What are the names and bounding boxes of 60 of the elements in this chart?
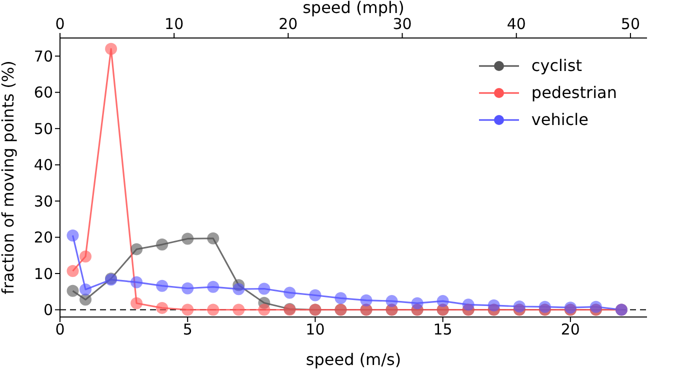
x-tick-label: 0: [55, 320, 65, 339]
x-axis-title: speed (m/s): [306, 350, 402, 369]
point: [538, 300, 551, 313]
point: [182, 304, 194, 316]
point: [207, 304, 220, 316]
x-tick-label: 15: [433, 320, 452, 339]
point: [590, 300, 602, 313]
point: [488, 299, 500, 312]
y-tick-label: 40: [34, 156, 53, 174]
point: [66, 284, 79, 297]
point: [258, 304, 270, 316]
point: [207, 232, 220, 244]
point: [130, 276, 143, 288]
point: [207, 280, 220, 293]
legend-label: cyclist: [531, 55, 582, 77]
point: [80, 294, 92, 306]
x-tick-label: 10: [306, 320, 325, 339]
point: [66, 264, 79, 277]
x2-tick-label: 40: [506, 15, 526, 33]
point: [182, 282, 194, 294]
point: [436, 295, 449, 308]
y-tick-label: 70: [34, 47, 53, 66]
point: [386, 295, 398, 308]
point: [284, 286, 296, 299]
point: [411, 297, 424, 310]
point: [360, 294, 372, 306]
point: [232, 283, 245, 296]
legend-label: pedestrian: [531, 82, 617, 104]
legend-label: vehicle: [531, 109, 588, 131]
x2-tick-label: 0: [55, 15, 65, 33]
point: [309, 289, 322, 302]
point: [66, 229, 79, 242]
x-tick-label: 5: [182, 320, 192, 339]
x2-axis-title: speed (mph): [302, 0, 404, 17]
point: [80, 250, 92, 262]
point: [156, 302, 168, 314]
x2-tick-label: 10: [164, 15, 184, 33]
point: [130, 243, 143, 256]
point: [334, 292, 347, 304]
y-tick-label: 10: [34, 264, 53, 283]
y-tick-label: 20: [34, 228, 53, 247]
x2-tick-label: 30: [392, 15, 412, 33]
point: [258, 282, 270, 295]
x-tick-label: 20: [560, 320, 580, 339]
point: [232, 304, 245, 316]
y-tick-label: 50: [34, 120, 53, 138]
point: [182, 232, 194, 245]
y-tick-label: 0: [43, 301, 53, 320]
point: [156, 280, 168, 292]
point: [80, 283, 92, 296]
point: [130, 297, 143, 310]
y-axis-title: fraction of moving points (%): [0, 60, 18, 294]
x2-tick-label: 20: [278, 15, 298, 33]
point: [105, 42, 118, 55]
x2-tick-label: 50: [620, 15, 640, 33]
y-tick-label: 60: [34, 84, 53, 102]
point: [156, 238, 168, 251]
y-tick-label: 30: [34, 192, 53, 210]
point: [513, 300, 526, 312]
point: [462, 298, 474, 311]
